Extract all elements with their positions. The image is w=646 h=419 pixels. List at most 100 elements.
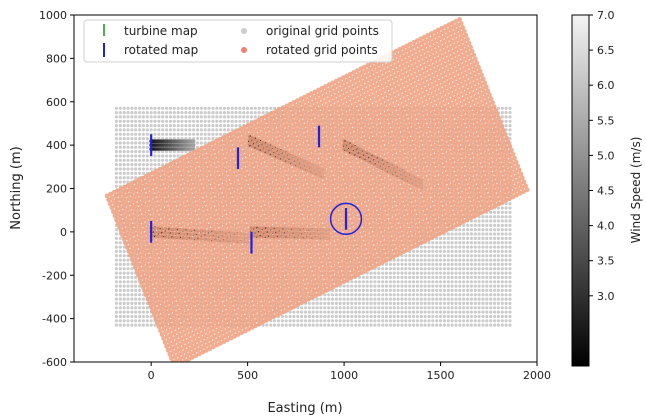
- original-grid-point: [438, 310, 443, 314]
- original-grid-point: [354, 297, 358, 301]
- original-grid-point: [122, 314, 126, 319]
- original-grid-point: [114, 132, 118, 136]
- original-grid-point: [415, 258, 419, 262]
- original-grid-point: [134, 163, 138, 167]
- original-grid-point: [446, 306, 450, 310]
- original-grid-point: [134, 141, 138, 145]
- original-grid-point: [477, 267, 481, 271]
- original-grid-point: [361, 310, 365, 314]
- original-grid-point: [388, 267, 392, 271]
- original-grid-point: [149, 115, 153, 119]
- original-grid-point: [411, 306, 416, 310]
- original-grid-point: [438, 249, 443, 253]
- original-grid-point: [481, 271, 485, 275]
- original-grid-point: [172, 128, 176, 132]
- original-grid-point: [477, 323, 481, 327]
- original-grid-point: [114, 184, 118, 188]
- original-grid-point: [300, 314, 304, 319]
- original-grid-point: [122, 106, 126, 110]
- original-grid-point: [392, 297, 396, 301]
- original-grid-point: [435, 280, 439, 284]
- original-grid-point: [134, 171, 138, 175]
- original-grid-point: [458, 258, 462, 262]
- original-grid-point: [462, 284, 466, 288]
- original-grid-point: [122, 297, 126, 301]
- original-grid-point: [130, 275, 134, 279]
- original-grid-point: [134, 310, 138, 314]
- original-grid-point: [118, 323, 122, 327]
- original-grid-point: [122, 124, 126, 128]
- original-grid-point: [184, 150, 188, 154]
- original-grid-point: [435, 267, 439, 271]
- original-grid-point: [384, 297, 389, 301]
- original-grid-point: [466, 236, 470, 240]
- original-grid-point: [188, 128, 192, 132]
- original-grid-point: [188, 124, 192, 128]
- original-grid-point: [438, 314, 443, 319]
- original-grid-point: [369, 275, 373, 279]
- original-grid-point: [377, 310, 381, 314]
- original-grid-point: [485, 323, 489, 327]
- original-grid-point: [307, 301, 311, 305]
- original-grid-point: [134, 280, 138, 284]
- original-grid-point: [311, 319, 315, 323]
- original-grid-point: [130, 141, 134, 145]
- original-grid-point: [134, 275, 138, 279]
- original-grid-point: [122, 137, 126, 141]
- original-grid-point: [114, 236, 118, 240]
- original-grid-point: [450, 301, 454, 305]
- original-grid-point: [361, 314, 365, 319]
- original-grid-point: [168, 119, 173, 123]
- original-grid-point: [114, 241, 118, 245]
- original-grid-point: [242, 106, 246, 110]
- original-grid-point: [219, 106, 223, 110]
- original-grid-point: [126, 176, 130, 180]
- original-grid-point: [373, 284, 377, 288]
- original-grid-point: [435, 301, 439, 305]
- original-grid-point: [327, 306, 331, 310]
- original-grid-point: [384, 267, 389, 271]
- original-grid-point: [381, 267, 385, 271]
- original-grid-point: [462, 310, 466, 314]
- original-grid-point: [215, 115, 219, 119]
- original-grid-point: [249, 106, 254, 110]
- original-grid-point: [134, 111, 138, 115]
- original-grid-point: [211, 115, 215, 119]
- original-grid-point: [238, 115, 242, 119]
- original-grid-point: [141, 124, 145, 128]
- original-grid-point: [384, 262, 389, 266]
- original-grid-point: [469, 323, 473, 327]
- original-grid-point: [323, 319, 327, 323]
- original-grid-point: [423, 280, 427, 284]
- original-grid-point: [377, 306, 381, 310]
- original-grid-point: [246, 111, 250, 115]
- original-grid-point: [207, 119, 211, 123]
- original-grid-point: [419, 275, 423, 279]
- original-grid-point: [357, 323, 362, 327]
- original-grid-point: [408, 310, 412, 314]
- original-grid-point: [199, 111, 203, 115]
- original-grid-point: [346, 293, 350, 297]
- original-grid-point: [149, 106, 153, 110]
- original-grid-point: [481, 275, 485, 279]
- original-grid-point: [126, 280, 130, 284]
- original-grid-point: [477, 293, 481, 297]
- original-grid-point: [381, 280, 385, 284]
- original-grid-point: [342, 319, 346, 323]
- original-grid-point: [415, 262, 419, 266]
- original-grid-point: [249, 111, 254, 115]
- original-grid-point: [134, 306, 138, 310]
- original-grid-point: [350, 297, 354, 301]
- original-grid-point: [207, 137, 211, 141]
- original-grid-point: [392, 271, 396, 275]
- original-grid-point: [489, 323, 493, 327]
- original-grid-point: [381, 306, 385, 310]
- original-grid-point: [118, 137, 122, 141]
- original-grid-point: [404, 323, 408, 327]
- original-grid-point: [442, 241, 446, 245]
- original-grid-point: [411, 262, 416, 266]
- original-grid-point: [450, 314, 454, 319]
- original-grid-point: [454, 284, 458, 288]
- original-grid-point: [423, 288, 427, 292]
- original-grid-point: [411, 254, 416, 258]
